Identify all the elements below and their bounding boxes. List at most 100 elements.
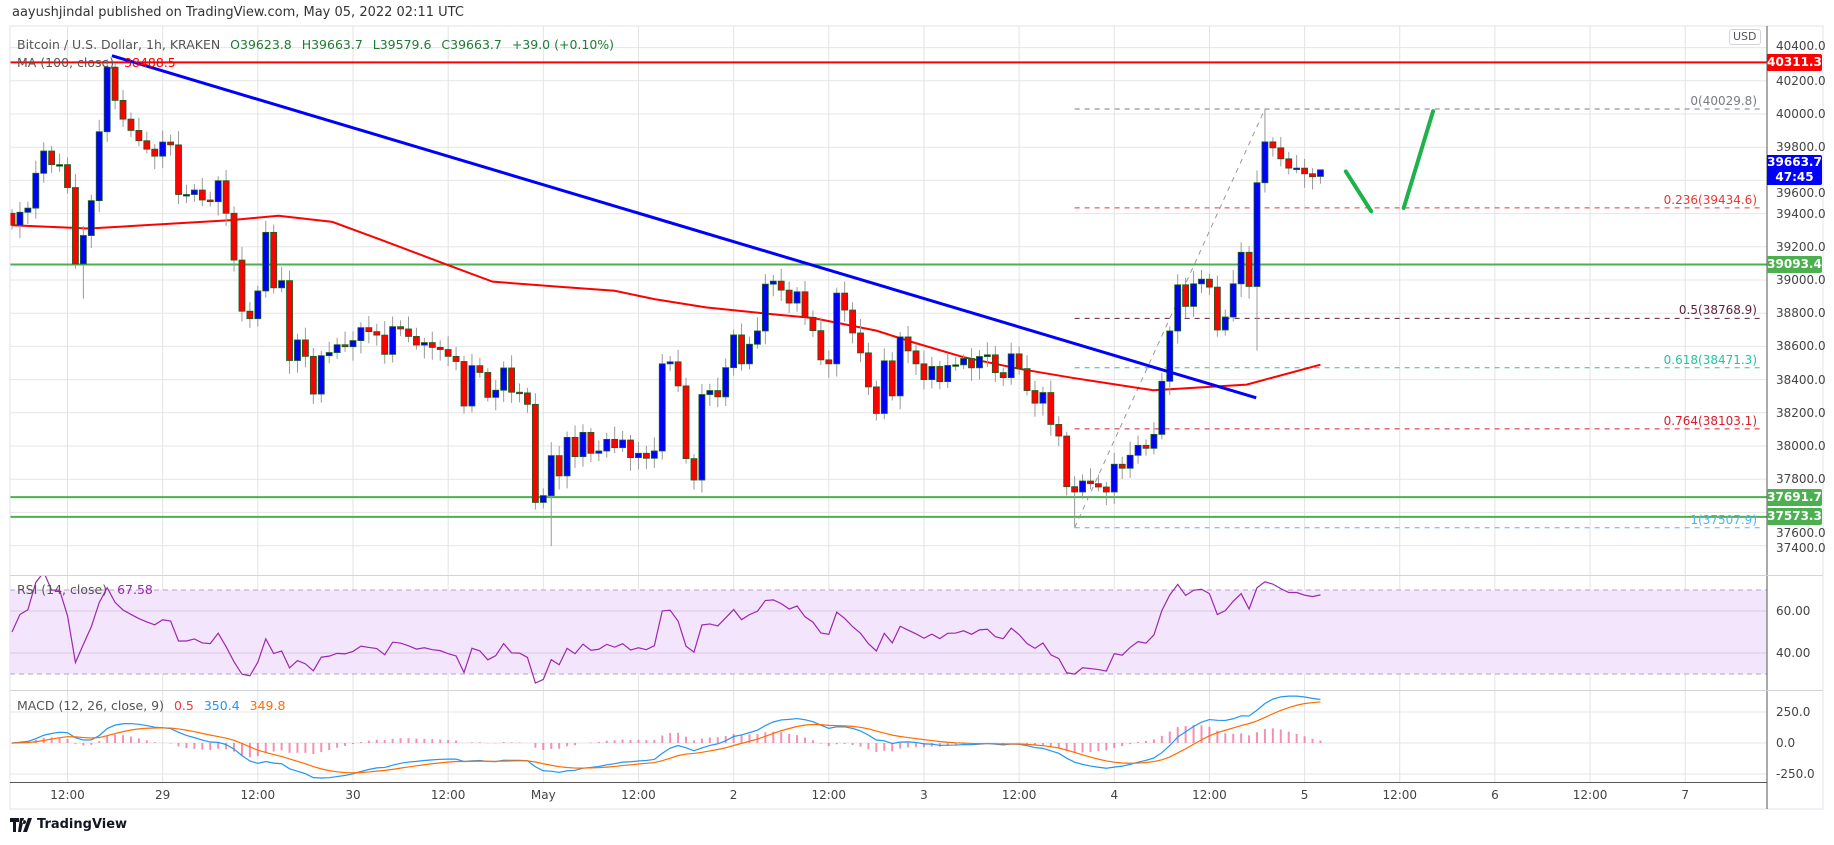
- candle: [833, 287, 841, 377]
- candle-body: [968, 358, 975, 369]
- rsi-legend[interactable]: RSI (14, close) 67.58: [17, 582, 159, 597]
- currency-badge[interactable]: USD: [1729, 29, 1761, 45]
- candle-body: [262, 231, 270, 292]
- candle-body: [1102, 486, 1110, 493]
- time-tick-label: 29: [155, 788, 171, 802]
- candle-body: [714, 390, 722, 398]
- ma-legend[interactable]: MA (100, close) 38488.5: [17, 55, 182, 70]
- macd-histogram-bar: [811, 740, 814, 743]
- candle: [151, 144, 159, 170]
- candle-body: [294, 339, 301, 361]
- macd-histogram-bar: [153, 742, 156, 743]
- tradingview-logo-icon: [10, 817, 32, 832]
- macd-histogram-bar: [415, 738, 418, 743]
- macd-histogram-bar: [891, 743, 894, 752]
- candle-body: [1150, 433, 1158, 449]
- macd-histogram-bar: [859, 743, 862, 747]
- macd-histogram-bar: [788, 733, 791, 743]
- candle-body: [1166, 330, 1174, 382]
- candle-body: [1047, 392, 1055, 425]
- candle: [32, 160, 40, 219]
- candle-body: [817, 330, 825, 361]
- candle: [1213, 275, 1221, 337]
- price-levels: [10, 61, 1767, 529]
- candle-body: [1237, 251, 1245, 285]
- candle: [1190, 270, 1197, 317]
- macd-histogram-bar: [177, 743, 180, 747]
- candle-body: [1126, 454, 1134, 469]
- candle: [95, 119, 103, 212]
- candle-body: [960, 358, 967, 366]
- candle-body: [413, 336, 420, 346]
- candle-body: [1221, 316, 1229, 331]
- candle-body: [1309, 173, 1316, 178]
- price-badge: 39093.4: [1767, 255, 1822, 273]
- candle: [79, 225, 87, 299]
- macd-histogram-bar: [1248, 735, 1251, 743]
- candle: [999, 367, 1007, 386]
- macd-histogram-bar: [1303, 736, 1306, 743]
- macd-histogram-bar: [82, 743, 85, 746]
- candle-body: [730, 334, 738, 369]
- macd-histogram-bar: [328, 743, 331, 751]
- candle-body: [611, 438, 619, 449]
- candle: [72, 174, 79, 269]
- candle: [682, 377, 690, 464]
- candle-body: [849, 309, 856, 334]
- macd-histogram-bar: [201, 743, 204, 750]
- fib-level-label: 0.618(38471.3): [1663, 352, 1757, 367]
- symbol-name[interactable]: Bitcoin / U.S. Dollar, 1h, KRAKEN: [17, 37, 221, 52]
- macd-histogram-bar: [1057, 743, 1060, 749]
- candle: [571, 425, 579, 468]
- candle-body: [1229, 283, 1237, 318]
- candle-body: [785, 289, 793, 304]
- candle-body: [880, 360, 888, 414]
- macd-histogram-bar: [447, 739, 450, 743]
- macd-histogram-bar: [1256, 732, 1259, 743]
- candle-body: [722, 367, 730, 398]
- candle: [1245, 246, 1253, 299]
- macd-histogram-bar: [613, 740, 616, 743]
- candle-body: [143, 140, 151, 150]
- symbol-legend: Bitcoin / U.S. Dollar, 1h, KRAKEN O39623…: [17, 37, 620, 52]
- candle: [1166, 326, 1174, 396]
- macd-histogram-bar: [1168, 731, 1171, 743]
- macd-histogram-bar: [351, 743, 354, 745]
- candle: [817, 317, 825, 365]
- candle: [666, 355, 674, 372]
- macd-histogram-bar: [740, 734, 743, 743]
- projection-arrow-line: [1401, 109, 1436, 210]
- candle-body: [452, 355, 460, 362]
- candle: [754, 317, 761, 349]
- candle: [286, 270, 293, 374]
- candle-body: [1293, 167, 1301, 171]
- candle-body: [333, 344, 341, 353]
- candle: [690, 454, 698, 490]
- candle: [936, 360, 944, 390]
- fib-level-label: 0.5(38768.9): [1678, 303, 1757, 318]
- macd-histogram-bar: [835, 743, 838, 745]
- candle: [857, 319, 864, 363]
- macd-legend[interactable]: MACD (12, 26, close, 9) 0.5 350.4 349.8: [17, 698, 291, 713]
- candle-body: [754, 330, 761, 345]
- candle-body: [476, 365, 484, 373]
- macd-histogram-bar: [1144, 740, 1147, 743]
- candle-body: [436, 346, 444, 350]
- candle-body: [928, 366, 936, 380]
- candle-body: [222, 180, 230, 214]
- candle-body: [833, 292, 841, 365]
- candle-body: [357, 327, 365, 341]
- trend-layer[interactable]: [111, 54, 1436, 400]
- candle-body: [603, 438, 611, 452]
- candle: [960, 354, 967, 369]
- candle-body: [1190, 283, 1197, 307]
- tradingview-brand[interactable]: TradingView: [10, 817, 127, 832]
- candle: [1023, 355, 1031, 396]
- macd-histogram-bar: [1121, 743, 1124, 747]
- candle-body: [317, 355, 325, 395]
- candle-body: [920, 363, 928, 380]
- candle-body: [87, 200, 95, 236]
- time-tick-label: May: [530, 788, 556, 802]
- macd-histogram-bar: [653, 739, 656, 743]
